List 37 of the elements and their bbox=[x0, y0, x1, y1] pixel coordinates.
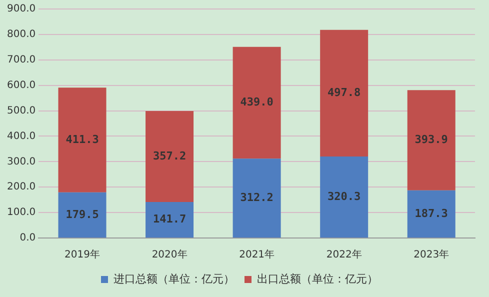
y-tick-label: 200.0 bbox=[6, 182, 36, 193]
bar bbox=[320, 30, 368, 156]
x-tick-label: 2023年 bbox=[414, 248, 450, 261]
y-tick-label: 400.0 bbox=[6, 130, 36, 142]
y-tick-label: 300.0 bbox=[6, 156, 36, 168]
x-tick-label: 2020年 bbox=[152, 248, 188, 261]
data-label: 439.0 bbox=[240, 96, 274, 109]
data-label: 357.2 bbox=[152, 149, 186, 162]
y-tick-label: 500.0 bbox=[6, 105, 36, 116]
data-label: 141.7 bbox=[152, 212, 186, 226]
y-tick-label: 900.0 bbox=[6, 4, 36, 15]
y-tick-label: 800.0 bbox=[6, 29, 36, 40]
data-label: 312.2 bbox=[240, 190, 274, 204]
bar bbox=[320, 156, 368, 238]
bar bbox=[232, 158, 281, 238]
legend-label: 出口总额（单位：亿元） bbox=[257, 272, 378, 286]
bar bbox=[146, 202, 194, 238]
data-label: 187.3 bbox=[414, 206, 448, 220]
y-tick-label: 700.0 bbox=[6, 54, 36, 66]
bar bbox=[58, 192, 106, 238]
data-label: 179.5 bbox=[66, 208, 99, 221]
data-label: 393.9 bbox=[414, 133, 448, 146]
bar bbox=[407, 190, 456, 238]
x-tick-label: 2022年 bbox=[326, 248, 362, 261]
bar bbox=[58, 88, 106, 192]
x-tick-label: 2019年 bbox=[64, 248, 100, 261]
data-label: 320.3 bbox=[328, 190, 361, 203]
y-tick-label: 100.0 bbox=[6, 207, 36, 218]
bar bbox=[146, 111, 194, 202]
bar bbox=[407, 90, 456, 190]
x-tick-label: 2021年 bbox=[239, 248, 275, 261]
bar bbox=[232, 46, 281, 159]
legend-label: 进口总额（单位：亿元） bbox=[114, 272, 234, 286]
data-label: 411.3 bbox=[66, 132, 99, 146]
y-tick-label: 600.0 bbox=[6, 80, 36, 91]
data-label: 497.8 bbox=[328, 86, 361, 100]
y-tick-label: 0.0 bbox=[20, 232, 36, 244]
